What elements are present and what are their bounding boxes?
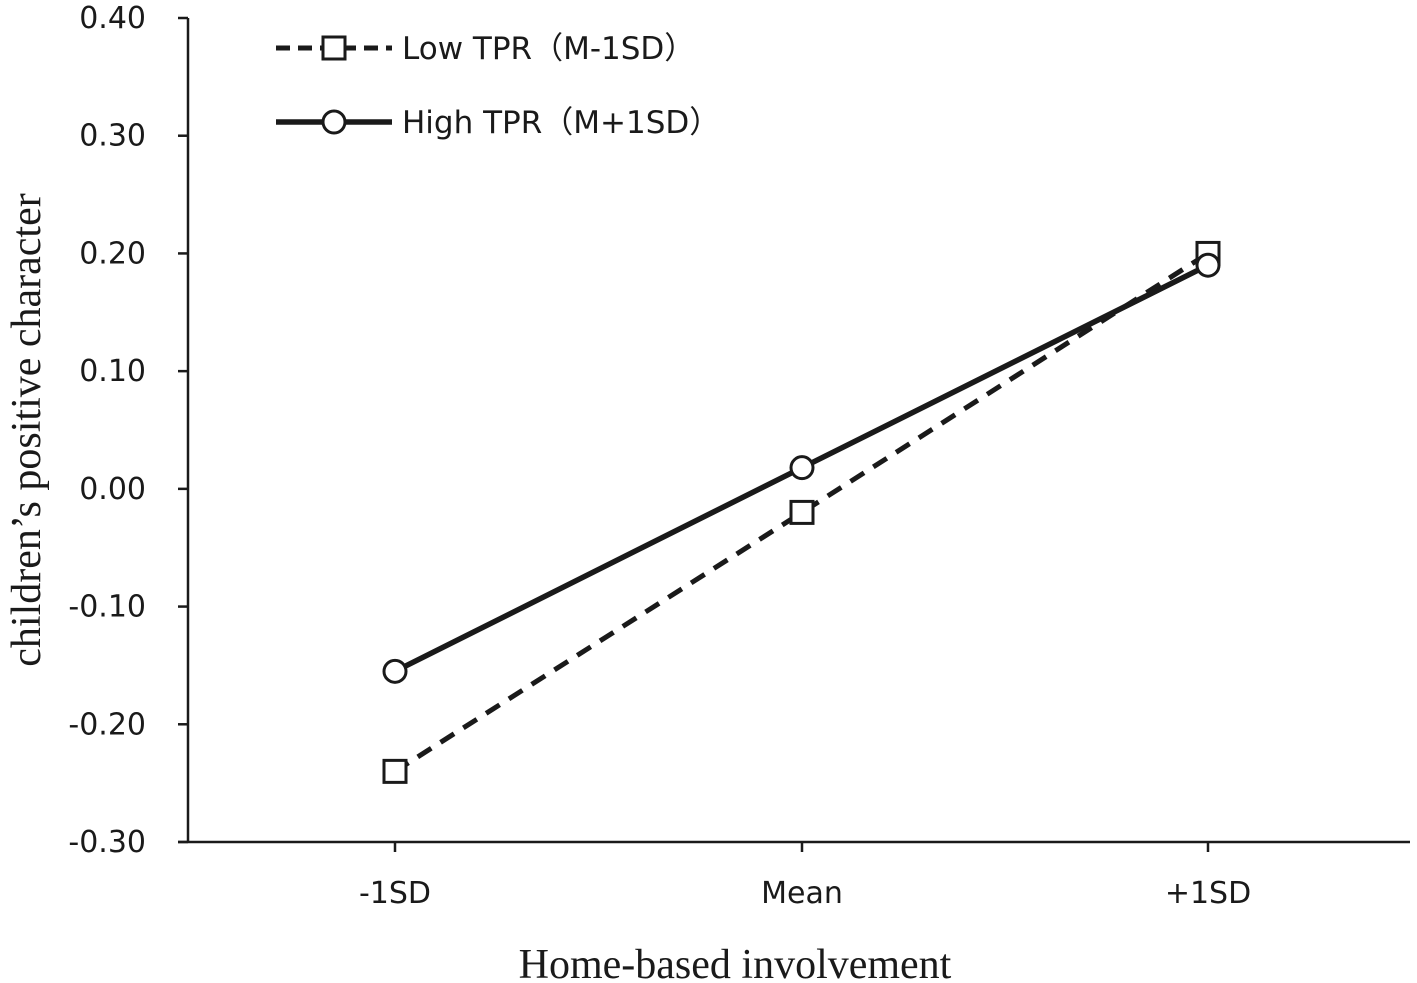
legend-label: Low TPR（M-1SD） — [402, 31, 695, 67]
legend-item: Low TPR（M-1SD） — [276, 31, 695, 67]
y-tick-label: 0.00 — [79, 472, 146, 507]
legend-label: High TPR（M+1SD） — [402, 105, 720, 141]
y-tick-label: -0.20 — [68, 707, 146, 742]
y-tick-label: 0.30 — [79, 119, 146, 154]
x-tick-label: +1SD — [1165, 876, 1251, 911]
data-point — [382, 658, 408, 684]
series-high-tpr — [382, 252, 1221, 684]
legend-swatch-marker — [321, 109, 347, 135]
chart-legend: Low TPR（M-1SD） High TPR（M+1SD） — [276, 31, 720, 141]
data-point — [382, 758, 408, 784]
y-tick-label: 0.40 — [79, 1, 146, 36]
legend-item: High TPR（M+1SD） — [276, 105, 720, 141]
data-point — [789, 499, 815, 525]
legend-swatch-marker — [321, 35, 347, 61]
x-axis-title: Home-based involvement — [519, 942, 952, 983]
y-tick-label: 0.10 — [79, 354, 146, 389]
y-tick-label: -0.10 — [68, 590, 146, 625]
data-point — [789, 455, 815, 481]
data-point — [1195, 252, 1221, 278]
y-tick-label: -0.30 — [68, 825, 146, 860]
y-axis-title: children’s positive character — [4, 193, 50, 666]
x-tick-label: Mean — [761, 876, 843, 911]
y-tick-label: 0.20 — [79, 236, 146, 271]
chart-series — [382, 240, 1221, 784]
chart-axes: -0.30 -0.20 -0.10 0.00 0.10 0.20 0.30 0.40 -1SD M… — [68, 1, 1410, 911]
x-tick-label: -1SD — [359, 876, 431, 911]
